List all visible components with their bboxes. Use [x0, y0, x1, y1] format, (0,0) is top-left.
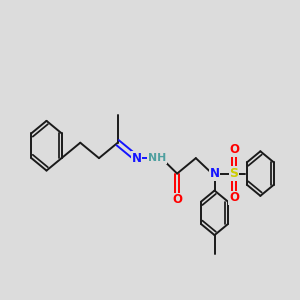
Text: NH: NH [148, 153, 166, 163]
Text: O: O [229, 143, 239, 156]
Text: O: O [172, 193, 182, 206]
Text: N: N [131, 152, 141, 165]
Text: N: N [209, 167, 220, 180]
Text: S: S [230, 167, 238, 180]
Text: O: O [229, 191, 239, 204]
